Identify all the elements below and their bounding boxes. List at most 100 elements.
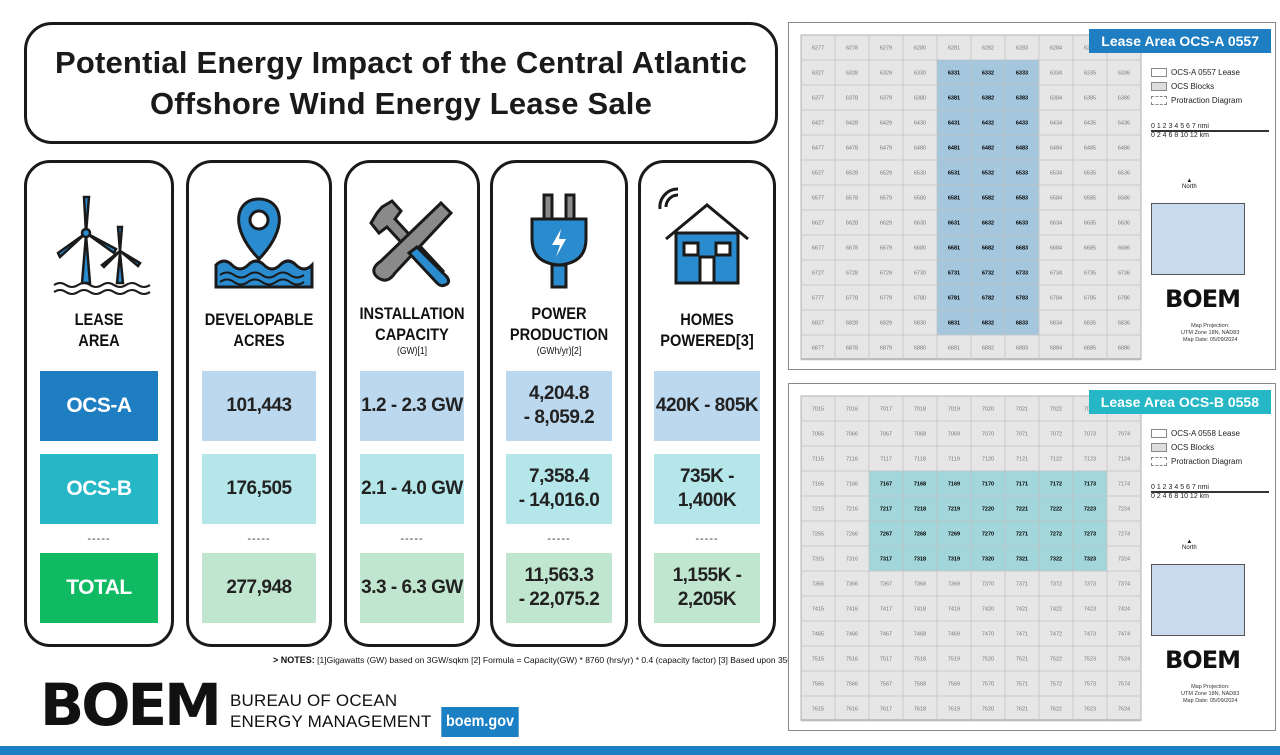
map-ocs-b-inset (1151, 564, 1245, 636)
svg-text:7117: 7117 (880, 457, 892, 463)
svg-text:7617: 7617 (880, 707, 892, 713)
svg-text:7122: 7122 (1050, 457, 1062, 463)
svg-text:7472: 7472 (1050, 632, 1062, 638)
homes-column: HOMES POWERED[3] 420K - 805K 735K - 1,40… (638, 160, 776, 647)
svg-text:6330: 6330 (914, 71, 926, 77)
capacity-unit: (GW)[1] (396, 345, 428, 357)
svg-text:7269: 7269 (948, 532, 960, 538)
svg-text:6827: 6827 (812, 321, 824, 327)
homes-header-text: HOMES POWERED[3] (660, 310, 754, 350)
svg-text:6678: 6678 (846, 246, 858, 252)
svg-text:6384: 6384 (1050, 96, 1062, 102)
svg-text:6428: 6428 (846, 121, 858, 127)
svg-text:7424: 7424 (1118, 607, 1130, 613)
svg-text:6683: 6683 (1016, 246, 1028, 252)
title-box: Potential Energy Impact of the Central A… (24, 22, 778, 144)
svg-text:7115: 7115 (812, 457, 824, 463)
svg-text:7616: 7616 (846, 707, 858, 713)
acres-header-text: DEVELOPABLE ACRES (204, 310, 314, 350)
smart-home-icon (641, 187, 773, 297)
svg-text:6835: 6835 (1084, 321, 1096, 327)
svg-text:6781: 6781 (948, 296, 960, 302)
svg-text:6832: 6832 (982, 321, 994, 327)
svg-text:7274: 7274 (1118, 532, 1130, 538)
svg-text:6480: 6480 (914, 146, 926, 152)
svg-text:6881: 6881 (948, 346, 960, 352)
separator-dashes: ----- (695, 533, 719, 545)
map-ocs-a-grid: 6277627862796280628162826283628462856286… (800, 34, 1142, 361)
svg-text:7273: 7273 (1084, 532, 1096, 538)
svg-text:7165: 7165 (812, 482, 824, 488)
svg-text:7118: 7118 (914, 457, 926, 463)
svg-text:6379: 6379 (880, 96, 892, 102)
svg-text:7073: 7073 (1084, 432, 1096, 438)
svg-text:7271: 7271 (1016, 532, 1028, 538)
svg-text:6677: 6677 (812, 246, 824, 252)
website-link[interactable]: boem.gov (441, 707, 519, 737)
svg-text:6533: 6533 (1016, 171, 1028, 177)
svg-text:6729: 6729 (880, 271, 892, 277)
svg-text:6284: 6284 (1050, 46, 1062, 52)
svg-text:7121: 7121 (1016, 457, 1028, 463)
boem-logo: BOEM (40, 675, 222, 735)
svg-text:6831: 6831 (948, 321, 960, 327)
svg-text:7468: 7468 (914, 632, 926, 638)
svg-text:6436: 6436 (1118, 121, 1130, 127)
notes-text: [1]Gigawatts (GW) based on 3GW/sqkm [2] … (314, 655, 852, 665)
svg-text:6530: 6530 (914, 171, 926, 177)
svg-text:6534: 6534 (1050, 171, 1062, 177)
svg-text:7321: 7321 (1016, 557, 1028, 563)
svg-text:7423: 7423 (1084, 607, 1096, 613)
svg-text:6780: 6780 (914, 296, 926, 302)
svg-text:7069: 7069 (948, 432, 960, 438)
svg-text:7624: 7624 (1118, 707, 1130, 713)
svg-text:7124: 7124 (1118, 457, 1130, 463)
svg-text:6535: 6535 (1084, 171, 1096, 177)
svg-text:6331: 6331 (948, 71, 960, 77)
map-ocs-b-legend: OCS-A 0558 Lease OCS Blocks Protraction … (1151, 426, 1242, 468)
svg-text:6582: 6582 (982, 196, 994, 202)
svg-text:6327: 6327 (812, 71, 824, 77)
svg-text:6779: 6779 (880, 296, 892, 302)
total-label: TOTAL (40, 553, 158, 623)
svg-text:7219: 7219 (948, 507, 960, 513)
svg-text:6483: 6483 (1016, 146, 1028, 152)
svg-text:7521: 7521 (1016, 657, 1028, 663)
svg-text:6329: 6329 (880, 71, 892, 77)
svg-text:7522: 7522 (1050, 657, 1062, 663)
north-arrow-icon: ▲ North (1182, 539, 1197, 551)
svg-text:7518: 7518 (914, 657, 926, 663)
svg-text:7416: 7416 (846, 607, 858, 613)
map-ocs-a-title: Lease Area OCS-A 0557 (1089, 29, 1271, 53)
svg-text:7017: 7017 (880, 407, 892, 413)
map-ocs-a: 6277627862796280628162826283628462856286… (788, 22, 1276, 370)
svg-text:6335: 6335 (1084, 71, 1096, 77)
map-ocs-a-inset (1151, 203, 1245, 275)
svg-text:7323: 7323 (1084, 557, 1096, 563)
scale-nmi: 0 1 2 3 4 5 6 7 nmi (1151, 123, 1269, 132)
svg-text:7371: 7371 (1016, 582, 1028, 588)
svg-text:7418: 7418 (914, 607, 926, 613)
svg-text:7267: 7267 (880, 532, 892, 538)
svg-text:7172: 7172 (1050, 482, 1062, 488)
svg-text:6782: 6782 (982, 296, 994, 302)
capacity-header: INSTALLATION CAPACITY (GW)[1] (356, 299, 468, 361)
notes-label: > NOTES: (273, 655, 315, 665)
svg-text:7015: 7015 (812, 407, 824, 413)
homes-header: HOMES POWERED[3] (650, 299, 764, 361)
svg-text:6886: 6886 (1118, 346, 1130, 352)
svg-text:6627: 6627 (812, 221, 824, 227)
svg-text:7622: 7622 (1050, 707, 1062, 713)
map-ocs-b-projection: Map Projection: UTM Zone 18N, NAD83 Map … (1181, 684, 1240, 704)
svg-text:6828: 6828 (846, 321, 858, 327)
svg-text:6283: 6283 (1016, 46, 1028, 52)
svg-text:7570: 7570 (982, 682, 994, 688)
map-ocs-b-scale: 0 1 2 3 4 5 6 7 nmi 0 2 4 6 8 10 12 km (1151, 484, 1269, 500)
svg-text:7473: 7473 (1084, 632, 1096, 638)
svg-text:6478: 6478 (846, 146, 858, 152)
svg-text:6735: 6735 (1084, 271, 1096, 277)
svg-text:6834: 6834 (1050, 321, 1062, 327)
svg-text:7368: 7368 (914, 582, 926, 588)
separator-dashes: ----- (87, 533, 111, 545)
svg-text:7019: 7019 (948, 407, 960, 413)
